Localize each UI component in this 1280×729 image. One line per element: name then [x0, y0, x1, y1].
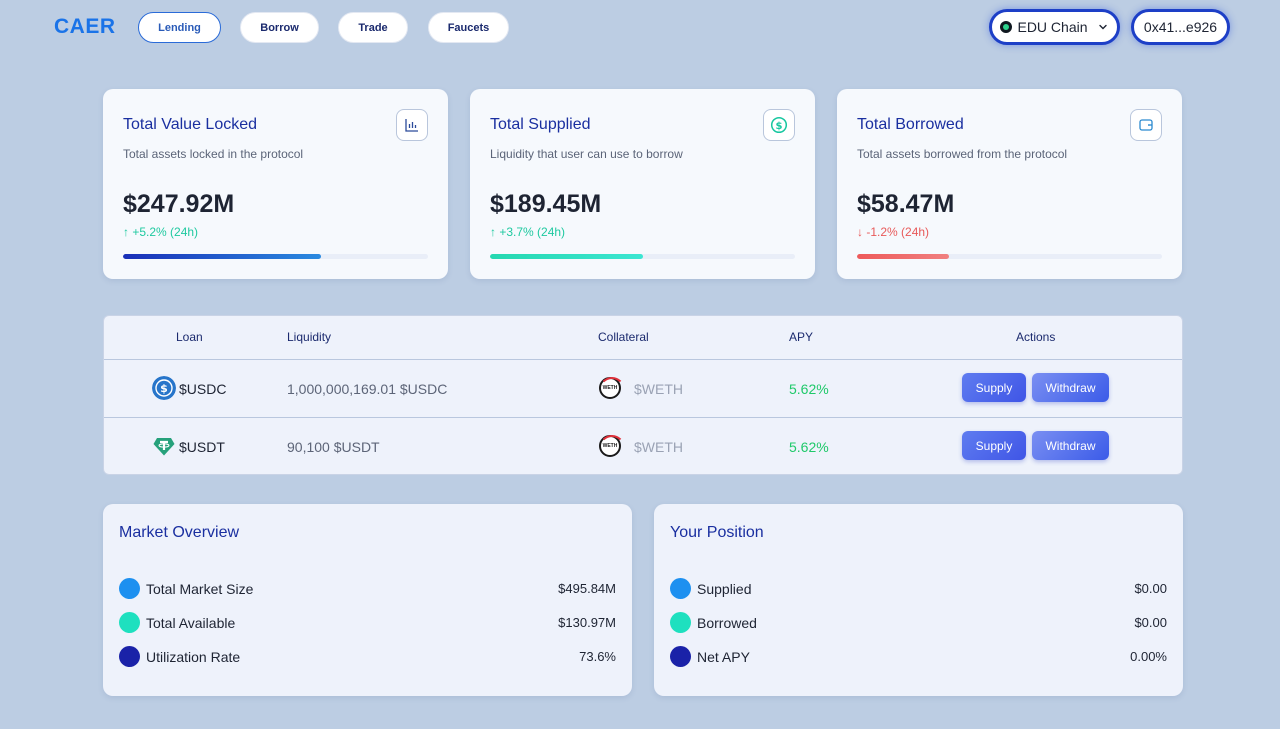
- teal-dot-icon: [670, 612, 691, 633]
- stat-subtitle: Total assets locked in the protocol: [123, 147, 304, 161]
- stat-card-borrowed: Total Borrowed Total assets borrowed fro…: [837, 89, 1182, 279]
- item-value: 0.00%: [1130, 649, 1167, 664]
- weth-icon: WETH: [599, 435, 625, 457]
- navy-dot-icon: [119, 646, 140, 667]
- progress-track: [490, 254, 795, 259]
- weth-icon: WETH: [599, 377, 625, 399]
- chain-name: EDU Chain: [1017, 19, 1088, 35]
- list-item: Supplied $0.00: [670, 578, 1167, 600]
- liquidity-value: 90,100 $USDT: [287, 439, 380, 455]
- progress-fill: [857, 254, 949, 259]
- panel-title: Your Position: [670, 524, 764, 541]
- item-label: Supplied: [697, 581, 752, 597]
- list-item: Total Market Size $495.84M: [119, 578, 616, 600]
- dollar-circle-icon: $: [763, 109, 795, 141]
- arrow-down-icon: ↓: [857, 225, 863, 239]
- nav-borrow[interactable]: Borrow: [240, 12, 319, 43]
- list-item: Net APY 0.00%: [670, 646, 1167, 668]
- stat-title: Total Value Locked: [123, 116, 258, 133]
- stat-title: Total Borrowed: [857, 116, 964, 133]
- arrow-up-icon: ↑: [123, 225, 129, 239]
- collateral-symbol: $WETH: [634, 381, 683, 397]
- loan-symbol: $USDC: [179, 381, 227, 397]
- stat-change: ↑ +5.2% (24h): [123, 225, 199, 239]
- nav-lending[interactable]: Lending: [138, 12, 221, 43]
- item-label: Total Available: [146, 615, 236, 631]
- usdt-icon: [153, 438, 175, 456]
- navy-dot-icon: [670, 646, 691, 667]
- stat-subtitle: Total assets borrowed from the protocol: [857, 147, 1068, 161]
- stat-change: ↓ -1.2% (24h): [857, 225, 930, 239]
- chevron-down-icon: [1098, 24, 1107, 30]
- your-position-panel: Your Position Supplied $0.00 Borrowed $0…: [654, 504, 1183, 696]
- supply-button[interactable]: Supply: [962, 373, 1026, 402]
- progress-track: [857, 254, 1162, 259]
- list-item: Utilization Rate 73.6%: [119, 646, 616, 668]
- supply-button[interactable]: Supply: [962, 431, 1026, 460]
- stat-card-supplied: Total Supplied $ Liquidity that user can…: [470, 89, 815, 279]
- market-overview-panel: Market Overview Total Market Size $495.8…: [103, 504, 632, 696]
- stat-value: $247.92M: [123, 190, 235, 218]
- item-label: Borrowed: [697, 615, 757, 631]
- item-value: $0.00: [1134, 615, 1167, 630]
- lending-table: Loan Liquidity Collateral APY Actions $ …: [103, 315, 1183, 475]
- stat-card-tvl: Total Value Locked Total assets locked i…: [103, 89, 448, 279]
- wallet-button[interactable]: 0x41...e926: [1131, 9, 1230, 45]
- stat-change: ↑ +3.7% (24h): [490, 225, 566, 239]
- nav-faucets[interactable]: Faucets: [428, 12, 509, 43]
- svg-text:$: $: [160, 382, 168, 395]
- list-item: Borrowed $0.00: [670, 612, 1167, 634]
- progress-track: [123, 254, 428, 259]
- blue-dot-icon: [670, 578, 691, 599]
- divider: [104, 359, 1182, 360]
- liquidity-value: 1,000,000,169.01 $USDC: [287, 381, 448, 397]
- edu-chain-icon: [1000, 21, 1013, 33]
- chain-selector[interactable]: EDU Chain: [989, 9, 1120, 45]
- nav-trade[interactable]: Trade: [338, 12, 408, 43]
- withdraw-button[interactable]: Withdraw: [1032, 431, 1109, 460]
- blue-dot-icon: [119, 578, 140, 599]
- stat-subtitle: Liquidity that user can use to borrow: [490, 147, 683, 161]
- panel-title: Market Overview: [119, 524, 240, 541]
- column-header-loan: Loan: [176, 330, 203, 344]
- collateral-symbol: $WETH: [634, 439, 683, 455]
- progress-fill: [123, 254, 322, 259]
- progress-fill: [490, 254, 643, 259]
- item-label: Net APY: [697, 649, 750, 665]
- app-logo[interactable]: CAER: [54, 15, 116, 38]
- item-value: $495.84M: [558, 581, 616, 596]
- apy-value: 5.62%: [789, 381, 829, 397]
- withdraw-button[interactable]: Withdraw: [1032, 373, 1109, 402]
- bar-chart-icon: [396, 109, 428, 141]
- item-value: $0.00: [1134, 581, 1167, 596]
- arrow-up-icon: ↑: [490, 225, 496, 239]
- usdc-icon: $: [152, 376, 176, 400]
- stat-title: Total Supplied: [490, 116, 591, 133]
- wallet-icon: [1130, 109, 1162, 141]
- item-value: $130.97M: [558, 615, 616, 630]
- svg-text:$: $: [776, 121, 783, 132]
- divider: [104, 417, 1182, 418]
- item-label: Total Market Size: [146, 581, 254, 597]
- teal-dot-icon: [119, 612, 140, 633]
- apy-value: 5.62%: [789, 439, 829, 455]
- column-header-collateral: Collateral: [598, 330, 649, 344]
- stat-value: $58.47M: [857, 190, 955, 218]
- stat-value: $189.45M: [490, 190, 602, 218]
- list-item: Total Available $130.97M: [119, 612, 616, 634]
- item-value: 73.6%: [579, 649, 616, 664]
- column-header-liquidity: Liquidity: [287, 330, 332, 344]
- loan-symbol: $USDT: [179, 439, 225, 455]
- column-header-apy: APY: [789, 330, 814, 344]
- column-header-actions: Actions: [1016, 330, 1056, 344]
- item-label: Utilization Rate: [146, 649, 241, 665]
